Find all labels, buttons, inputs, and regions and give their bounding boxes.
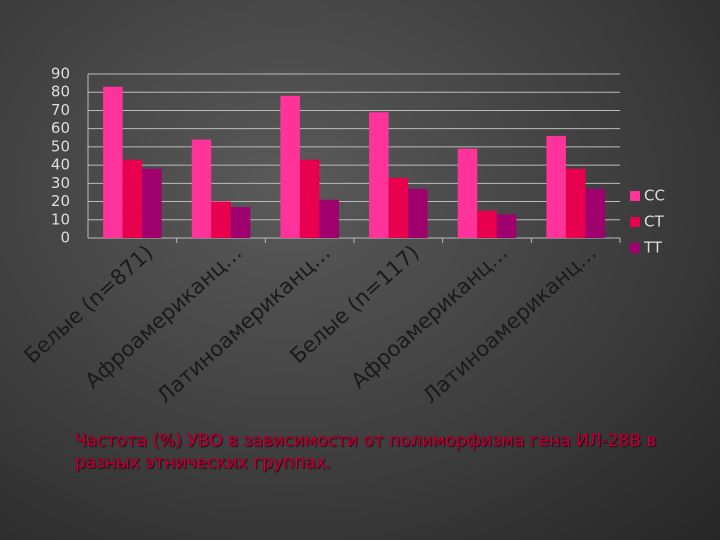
legend-swatch <box>630 243 640 253</box>
bar <box>103 86 123 238</box>
y-tick-label: 30 <box>51 174 70 192</box>
bar <box>457 148 478 238</box>
bar <box>299 159 320 238</box>
legend-label: TT <box>643 239 663 257</box>
bar <box>388 177 409 238</box>
y-tick-label: 10 <box>51 210 70 228</box>
y-tick-label: 0 <box>60 229 70 247</box>
legend-label: CC <box>644 187 665 205</box>
bar <box>280 95 300 238</box>
bar <box>496 214 517 238</box>
y-tick-label: 50 <box>51 137 70 155</box>
y-tick-label: 70 <box>51 101 70 119</box>
y-tick-label: 80 <box>51 83 70 101</box>
bar <box>191 139 212 238</box>
bar <box>546 135 566 238</box>
y-tick-label: 60 <box>51 119 70 137</box>
bar <box>319 199 339 238</box>
bar <box>211 201 231 238</box>
chart-title: Частота (%) УВО в зависимости от полимор… <box>75 431 657 474</box>
y-tick-label: 90 <box>51 65 70 83</box>
x-tick-label: Латиноамериканц… <box>418 240 601 408</box>
bar <box>369 112 389 238</box>
bar <box>477 210 497 238</box>
bar <box>585 188 605 238</box>
bar <box>230 207 251 238</box>
legend-swatch <box>630 217 640 227</box>
bar <box>408 188 428 238</box>
bar <box>142 168 162 238</box>
bar <box>122 159 143 238</box>
y-tick-label: 40 <box>51 156 70 174</box>
x-tick-label: Латиноамериканц… <box>152 240 335 408</box>
bar <box>565 168 586 238</box>
x-tick-label: Афроамериканц… <box>80 240 246 393</box>
legend-label: CT <box>644 213 664 231</box>
x-tick-label: Афроамериканц… <box>346 240 512 393</box>
legend-swatch <box>630 191 640 201</box>
y-tick-label: 20 <box>51 192 70 210</box>
